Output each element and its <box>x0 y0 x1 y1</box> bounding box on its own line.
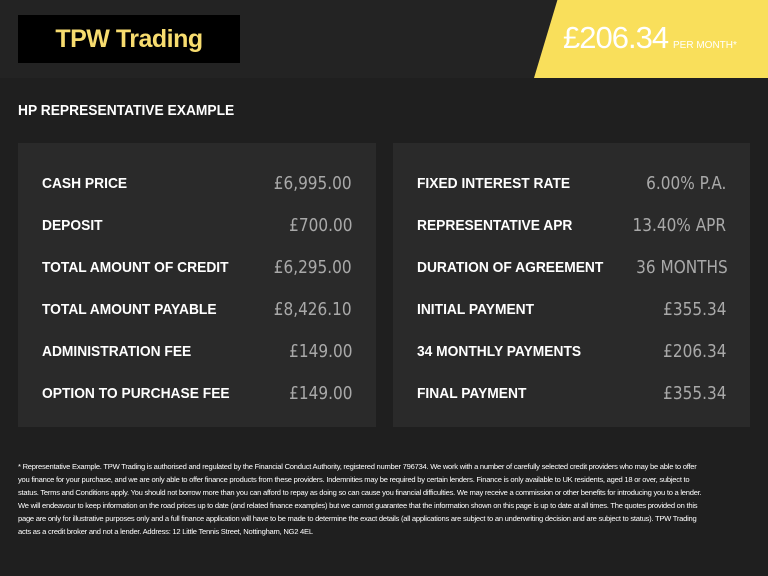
page-title: HP REPRESENTATIVE EXAMPLE <box>18 102 235 119</box>
row-label: FINAL PAYMENT <box>417 384 527 402</box>
row-value: £6,995.00 <box>274 172 352 194</box>
row-value: £206.34 <box>662 340 726 362</box>
row-value: 6.00% P.A. <box>645 172 726 194</box>
row-label: FIXED INTEREST RATE <box>417 174 571 192</box>
row-value: £355.34 <box>662 382 726 404</box>
monthly-price: £206.34 <box>563 20 669 55</box>
finance-row: OPTION TO PURCHASE FEE £149.00 <box>42 378 352 408</box>
price-banner <box>534 0 768 78</box>
row-value: 36 MONTHS <box>635 256 728 278</box>
finance-row: TOTAL AMOUNT OF CREDIT £6,295.00 <box>42 252 352 282</box>
row-label: DURATION OF AGREEMENT <box>417 258 604 276</box>
finance-panel-left: CASH PRICE £6,995.00 DEPOSIT £700.00 TOTAL A… <box>18 143 376 427</box>
row-label: DEPOSIT <box>42 216 103 234</box>
per-month-label: PER MONTH* <box>673 40 737 51</box>
finance-row: DURATION OF AGREEMENT 36 MONTHS <box>417 252 728 282</box>
finance-row: DEPOSIT £700.00 <box>42 210 352 240</box>
row-value: £149.00 <box>288 382 352 404</box>
finance-row: TOTAL AMOUNT PAYABLE £8,426.10 <box>42 294 352 324</box>
finance-panel-right: FIXED INTEREST RATE 6.00% P.A. REPRESENTAT… <box>393 143 750 427</box>
finance-row: FINAL PAYMENT £355.34 <box>417 378 726 408</box>
finance-row: ADMINISTRATION FEE £149.00 <box>42 336 352 366</box>
disclaimer: * Representative Example. TPW Trading is… <box>18 462 702 536</box>
row-label: REPRESENTATIVE APR <box>417 216 573 234</box>
row-label: TOTAL AMOUNT OF CREDIT <box>42 258 229 276</box>
finance-row: CASH PRICE £6,995.00 <box>42 168 352 198</box>
finance-row: REPRESENTATIVE APR 13.40% APR <box>417 210 726 240</box>
row-value: £149.00 <box>288 340 352 362</box>
row-label: OPTION TO PURCHASE FEE <box>42 384 230 402</box>
row-label: 34 MONTHLY PAYMENTS <box>417 342 582 360</box>
row-value: £355.34 <box>662 298 726 320</box>
row-label: ADMINISTRATION FEE <box>42 342 192 360</box>
row-label: CASH PRICE <box>42 174 128 192</box>
row-label: TOTAL AMOUNT PAYABLE <box>42 300 217 318</box>
finance-row: FIXED INTEREST RATE 6.00% P.A. <box>417 168 726 198</box>
header: TPW Trading £206.34 PER MONTH* <box>0 0 768 78</box>
row-value: £6,295.00 <box>274 256 352 278</box>
finance-row: 34 MONTHLY PAYMENTS £206.34 <box>417 336 726 366</box>
row-value: 13.40% APR <box>632 214 726 236</box>
row-label: INITIAL PAYMENT <box>417 300 535 318</box>
row-value: £8,426.10 <box>274 298 352 320</box>
finance-row: INITIAL PAYMENT £355.34 <box>417 294 726 324</box>
row-value: £700.00 <box>288 214 352 236</box>
logo[interactable]: TPW Trading <box>18 15 240 63</box>
